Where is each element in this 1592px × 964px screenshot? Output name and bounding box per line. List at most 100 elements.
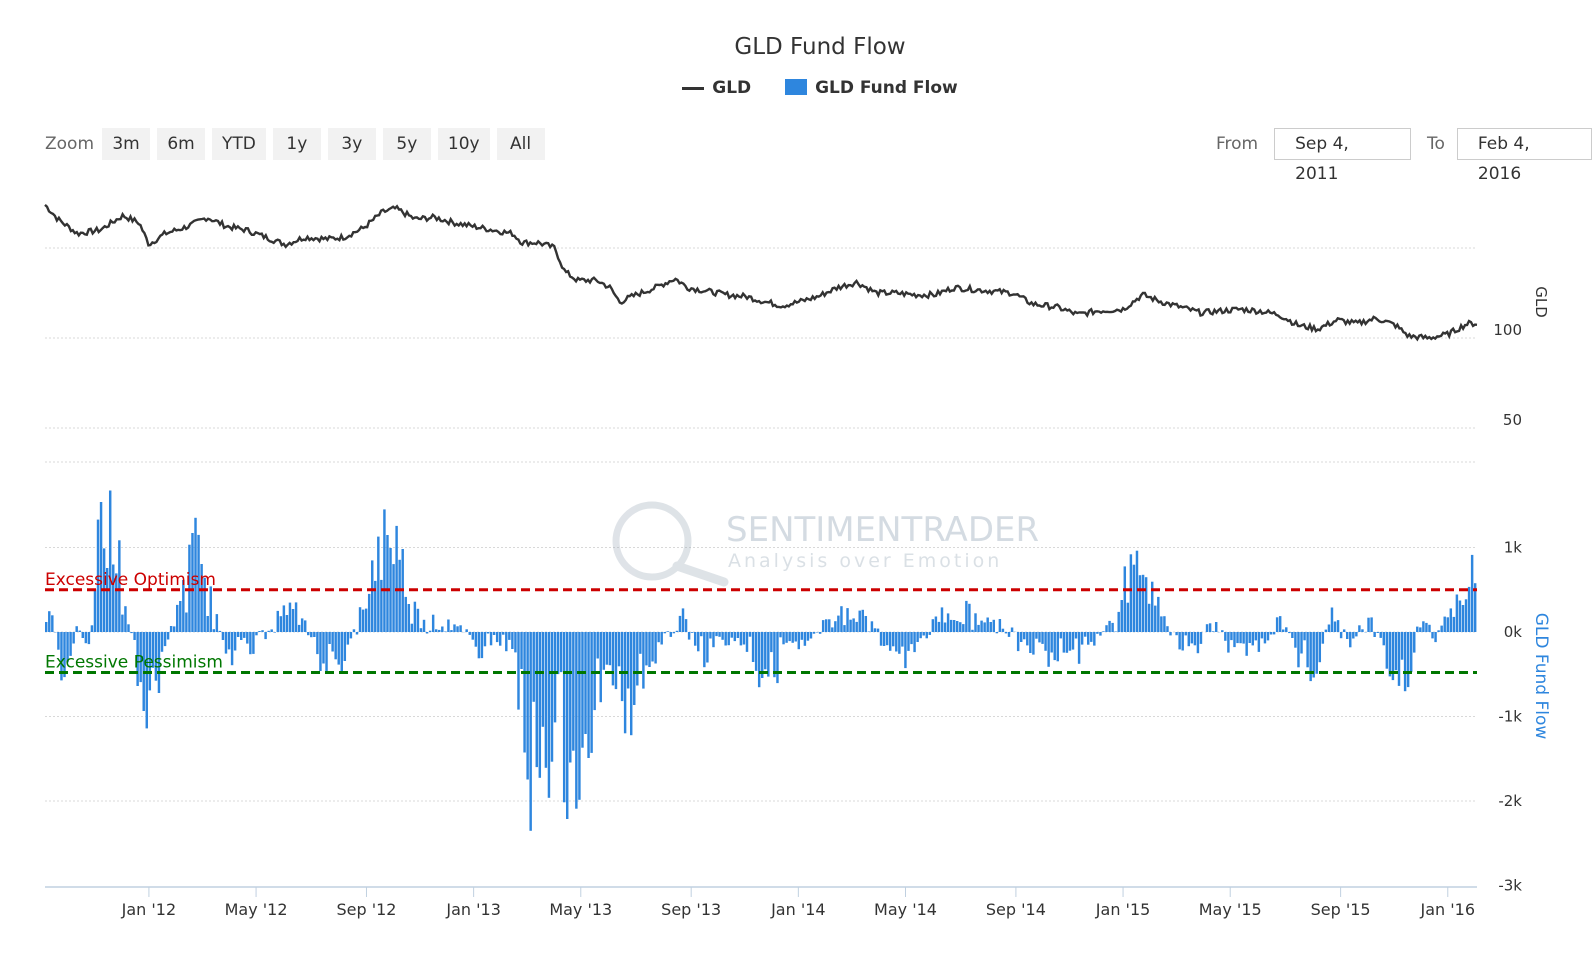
flow-bar xyxy=(584,632,587,734)
flow-bar xyxy=(520,632,523,669)
flow-bar xyxy=(93,589,97,632)
from-date-input[interactable]: Sep 4, 2011 xyxy=(1274,128,1412,184)
flow-bar xyxy=(907,632,910,651)
flow-bar xyxy=(270,629,273,632)
flow-bar xyxy=(1074,632,1078,639)
flow-bar xyxy=(812,632,816,634)
flow-bar xyxy=(1029,632,1032,653)
flow-bar xyxy=(87,632,91,645)
to-date-input[interactable]: Feb 4, 2016 xyxy=(1456,128,1592,184)
flow-bar xyxy=(1425,622,1428,632)
flow-bar xyxy=(1199,632,1203,644)
x-tick-label: Sep '14 xyxy=(986,900,1046,919)
flow-bar xyxy=(1019,632,1023,642)
flow-bar xyxy=(572,632,575,751)
flow-bar xyxy=(1272,632,1276,635)
flow-bar xyxy=(687,632,691,640)
flow-bar xyxy=(1184,632,1187,636)
flow-bar xyxy=(310,632,313,638)
flow-bar xyxy=(992,619,996,632)
flow-bar xyxy=(297,624,301,632)
zoom-button-10y[interactable]: 10y xyxy=(437,128,490,160)
flow-bar xyxy=(742,632,746,645)
zoom-button-6m[interactable]: 6m xyxy=(157,128,206,160)
flow-bar xyxy=(1449,608,1453,632)
flow-bar xyxy=(224,632,228,654)
flow-bar xyxy=(1026,632,1029,646)
flow-bar xyxy=(764,632,767,670)
flow-bar xyxy=(928,632,932,635)
flow-bar xyxy=(303,620,307,632)
flow-bar xyxy=(1102,631,1105,632)
flow-bar xyxy=(459,625,462,632)
flow-bar xyxy=(657,632,660,643)
zoom-button-5y[interactable]: 5y xyxy=(382,128,431,160)
x-tick-label: May '14 xyxy=(874,900,937,919)
flow-bar xyxy=(1044,632,1047,651)
flow-bar xyxy=(115,573,118,632)
flow-bar xyxy=(1175,632,1178,636)
flow-bar xyxy=(663,632,666,634)
flow-bar xyxy=(477,632,481,659)
flow-bar xyxy=(197,534,200,632)
flow-bar xyxy=(1129,554,1133,632)
flow-bar xyxy=(873,628,877,632)
legend-item-gld[interactable]: GLD xyxy=(682,78,751,98)
flow-bar xyxy=(169,626,173,632)
flow-bar xyxy=(1275,617,1279,632)
flow-bar xyxy=(447,619,450,632)
legend-square-icon xyxy=(785,79,808,95)
flow-bar xyxy=(776,632,779,684)
flow-bar xyxy=(282,605,286,632)
flow-bar xyxy=(160,632,164,652)
flow-bar xyxy=(788,632,791,642)
flow-bar xyxy=(203,577,206,632)
flow-bar xyxy=(294,602,298,632)
flow-bar xyxy=(264,632,267,640)
flow-bar xyxy=(739,632,743,646)
zoom-button-ytd[interactable]: YTD xyxy=(212,128,266,160)
flow-bar xyxy=(761,632,764,678)
flow-bar xyxy=(483,632,487,647)
flow-bar xyxy=(218,630,222,632)
flow-bar xyxy=(163,632,167,647)
flow-bar xyxy=(931,619,935,632)
flow-bar xyxy=(1379,632,1382,638)
legend-line-icon xyxy=(682,86,705,90)
flow-bar xyxy=(834,621,837,632)
flow-bar xyxy=(1297,632,1300,668)
zoom-button-1y[interactable]: 1y xyxy=(272,128,321,160)
zoom-button-3m[interactable]: 3m xyxy=(102,128,151,160)
flow-bar xyxy=(651,632,654,662)
flow-bar xyxy=(587,632,590,758)
flow-bar xyxy=(1062,632,1066,653)
flow-bar xyxy=(261,630,264,632)
flow-bar xyxy=(620,632,624,702)
flow-bar xyxy=(815,632,819,633)
flow-bar xyxy=(617,632,621,667)
flow-bar xyxy=(937,621,941,632)
flow-bar xyxy=(977,624,980,632)
zoom-button-all[interactable]: All xyxy=(496,128,545,160)
flow-bar xyxy=(398,559,401,632)
flow-bar xyxy=(1035,632,1038,639)
zoom-button-3y[interactable]: 3y xyxy=(327,128,376,160)
flow-bar xyxy=(1105,625,1108,632)
flow-bar xyxy=(313,632,316,637)
flow-bar xyxy=(371,560,374,632)
gld-axis-title: GLD xyxy=(1532,286,1550,318)
x-tick-label: Sep '15 xyxy=(1311,900,1371,919)
flow-bar xyxy=(895,632,898,652)
flow-bar xyxy=(1193,632,1197,646)
flow-bar xyxy=(1242,632,1245,644)
flow-bar xyxy=(1406,632,1410,688)
legend-item-fund-flow[interactable]: GLD Fund Flow xyxy=(785,78,958,98)
x-tick-label: May '15 xyxy=(1199,900,1262,919)
flow-bar xyxy=(697,632,700,652)
flow-bar xyxy=(1428,624,1431,632)
flow-bar xyxy=(569,632,572,763)
flow-bar xyxy=(413,601,417,632)
flow-bar xyxy=(508,632,511,640)
flow-bar xyxy=(1224,632,1227,641)
flow-bar xyxy=(1294,632,1297,648)
